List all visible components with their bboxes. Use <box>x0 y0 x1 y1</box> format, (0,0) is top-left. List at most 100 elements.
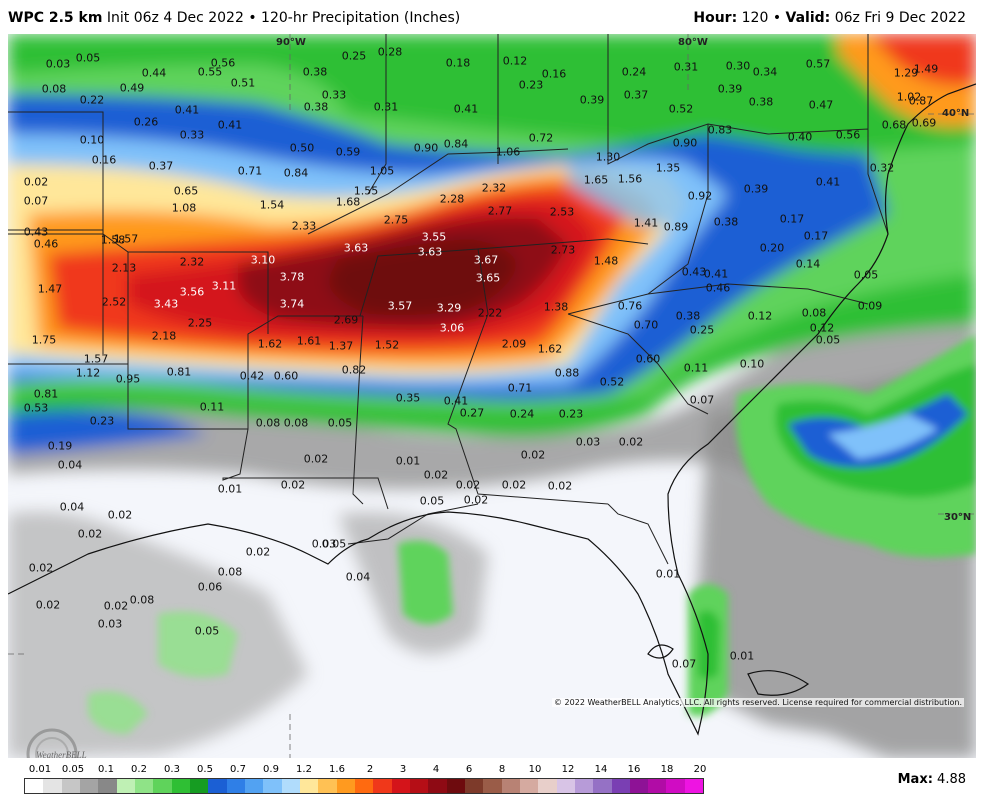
state-borders <box>8 34 889 565</box>
point-value: 1.75 <box>31 333 57 347</box>
point-value: 0.38 <box>303 100 329 114</box>
point-value: 0.08 <box>129 593 155 607</box>
point-value: 1.61 <box>296 334 322 348</box>
point-value: 0.16 <box>91 153 117 167</box>
point-value: 3.78 <box>279 270 305 284</box>
longitude-label-80w: 80°W <box>678 37 708 48</box>
point-value: 0.08 <box>283 416 309 430</box>
point-value: 2.53 <box>549 205 575 219</box>
legend-color-swatch <box>483 779 502 793</box>
point-value: 0.04 <box>57 458 83 472</box>
point-value: 0.33 <box>321 88 347 102</box>
point-value: 3.11 <box>211 279 237 293</box>
point-value: 0.03 <box>97 617 123 631</box>
color-legend: 0.01 0.05 0.1 0.2 0.3 0.5 0.7 0.9 1.2 1.6 2 3 4 6 8 10 1… <box>24 764 724 794</box>
point-value: 0.81 <box>166 365 192 379</box>
point-value: 0.04 <box>345 570 371 584</box>
point-value: 0.22 <box>79 93 105 107</box>
point-value: 0.40 <box>787 130 813 144</box>
point-value: 0.12 <box>747 309 773 323</box>
point-value: 1.41 <box>633 216 659 230</box>
legend-tick-label: 1.2 <box>296 764 312 775</box>
header: WPC 2.5 km Init 06z 4 Dec 2022 • 120-hr … <box>0 0 984 34</box>
point-value: 0.56 <box>835 128 861 142</box>
point-value: 0.30 <box>725 59 751 73</box>
point-value: 2.09 <box>501 337 527 351</box>
longitude-label-90w: 90°W <box>276 37 306 48</box>
point-value: 0.76 <box>617 299 643 313</box>
legend-color-swatch <box>263 779 282 793</box>
point-value: 0.38 <box>675 309 701 323</box>
point-value: 0.51 <box>230 76 256 90</box>
point-value: 0.43 <box>23 225 49 239</box>
point-value: 1.05 <box>369 164 395 178</box>
point-value: 0.49 <box>119 81 145 95</box>
point-value: 0.55 <box>197 65 223 79</box>
point-value: 0.02 <box>23 175 49 189</box>
point-value: 3.57 <box>387 299 413 313</box>
max-number: 4.88 <box>937 772 966 787</box>
legend-tick-labels: 0.01 0.05 0.1 0.2 0.3 0.5 0.7 0.9 1.2 1.6 2 3 4 6 8 10 1… <box>24 764 724 778</box>
field-name: 120-hr Precipitation (Inches) <box>261 10 461 26</box>
point-value: 0.02 <box>463 493 489 507</box>
point-value: 2.25 <box>187 316 213 330</box>
point-value: 0.05 <box>419 494 445 508</box>
point-value: 1.62 <box>537 342 563 356</box>
point-value: 0.71 <box>237 164 263 178</box>
point-value: 0.02 <box>547 479 573 493</box>
legend-color-swatch <box>153 779 172 793</box>
point-value: 0.72 <box>528 131 554 145</box>
point-value: 3.63 <box>417 245 443 259</box>
legend-color-swatch <box>189 779 209 793</box>
point-value: 1.65 <box>583 173 609 187</box>
legend-color-swatch <box>281 779 300 793</box>
point-value: 2.13 <box>111 261 137 275</box>
latitude-label-40n: 40°N <box>942 108 970 119</box>
point-value: 2.52 <box>101 295 127 309</box>
point-value: 0.05 <box>853 268 879 282</box>
valid-separator: • <box>772 10 782 26</box>
point-value: 2.22 <box>477 306 503 320</box>
lat-lon-grid <box>8 34 976 758</box>
point-value: 0.11 <box>199 400 225 414</box>
legend-color-bar <box>24 778 704 794</box>
point-value: 0.43 <box>681 265 707 279</box>
point-value: 0.01 <box>729 649 755 663</box>
hour-label: Hour: <box>693 10 738 26</box>
point-value: 0.32 <box>869 161 895 175</box>
point-value: 1.52 <box>374 338 400 352</box>
point-value: 0.87 <box>908 94 934 108</box>
legend-color-swatch <box>464 779 484 793</box>
point-value: 0.06 <box>197 580 223 594</box>
legend-tick-label: 0.05 <box>61 764 85 775</box>
point-value: 0.38 <box>748 95 774 109</box>
legend-tick-label: 2 <box>366 764 374 775</box>
point-value: 1.02 <box>896 90 922 104</box>
legend-color-swatch <box>501 779 520 793</box>
point-value: 2.32 <box>481 181 507 195</box>
legend-color-swatch <box>684 779 704 793</box>
point-value: 0.02 <box>455 478 481 492</box>
point-value: 0.39 <box>579 93 605 107</box>
point-value: 3.06 <box>439 321 465 335</box>
legend-color-swatch <box>25 779 44 793</box>
weatherbell-logo: WeatherBELL <box>22 724 112 758</box>
point-value: 0.10 <box>739 357 765 371</box>
hour-value: 120 <box>741 10 769 26</box>
coastline <box>8 83 976 736</box>
point-value: 0.47 <box>808 98 834 112</box>
point-value: 0.53 <box>23 401 49 415</box>
legend-color-swatch <box>299 779 319 793</box>
point-value: 1.48 <box>593 254 619 268</box>
valid-value: 06z Fri 9 Dec 2022 <box>834 10 966 26</box>
precipitation-map[interactable]: 90°W 80°W 40°N 30°N 0.03 0.05 0.44 0.55 0.56… <box>8 34 976 758</box>
point-value: 0.19 <box>47 439 73 453</box>
point-value: 0.50 <box>289 141 315 155</box>
legend-tick-label: 8 <box>498 764 506 775</box>
logo-text: WeatherBELL <box>36 750 87 758</box>
legend-tick-label: 0.2 <box>131 764 147 775</box>
point-value: 1.29 <box>893 66 919 80</box>
point-value: 0.01 <box>217 482 243 496</box>
legend-color-swatch <box>226 779 245 793</box>
legend-tick-label: 0.3 <box>164 764 180 775</box>
